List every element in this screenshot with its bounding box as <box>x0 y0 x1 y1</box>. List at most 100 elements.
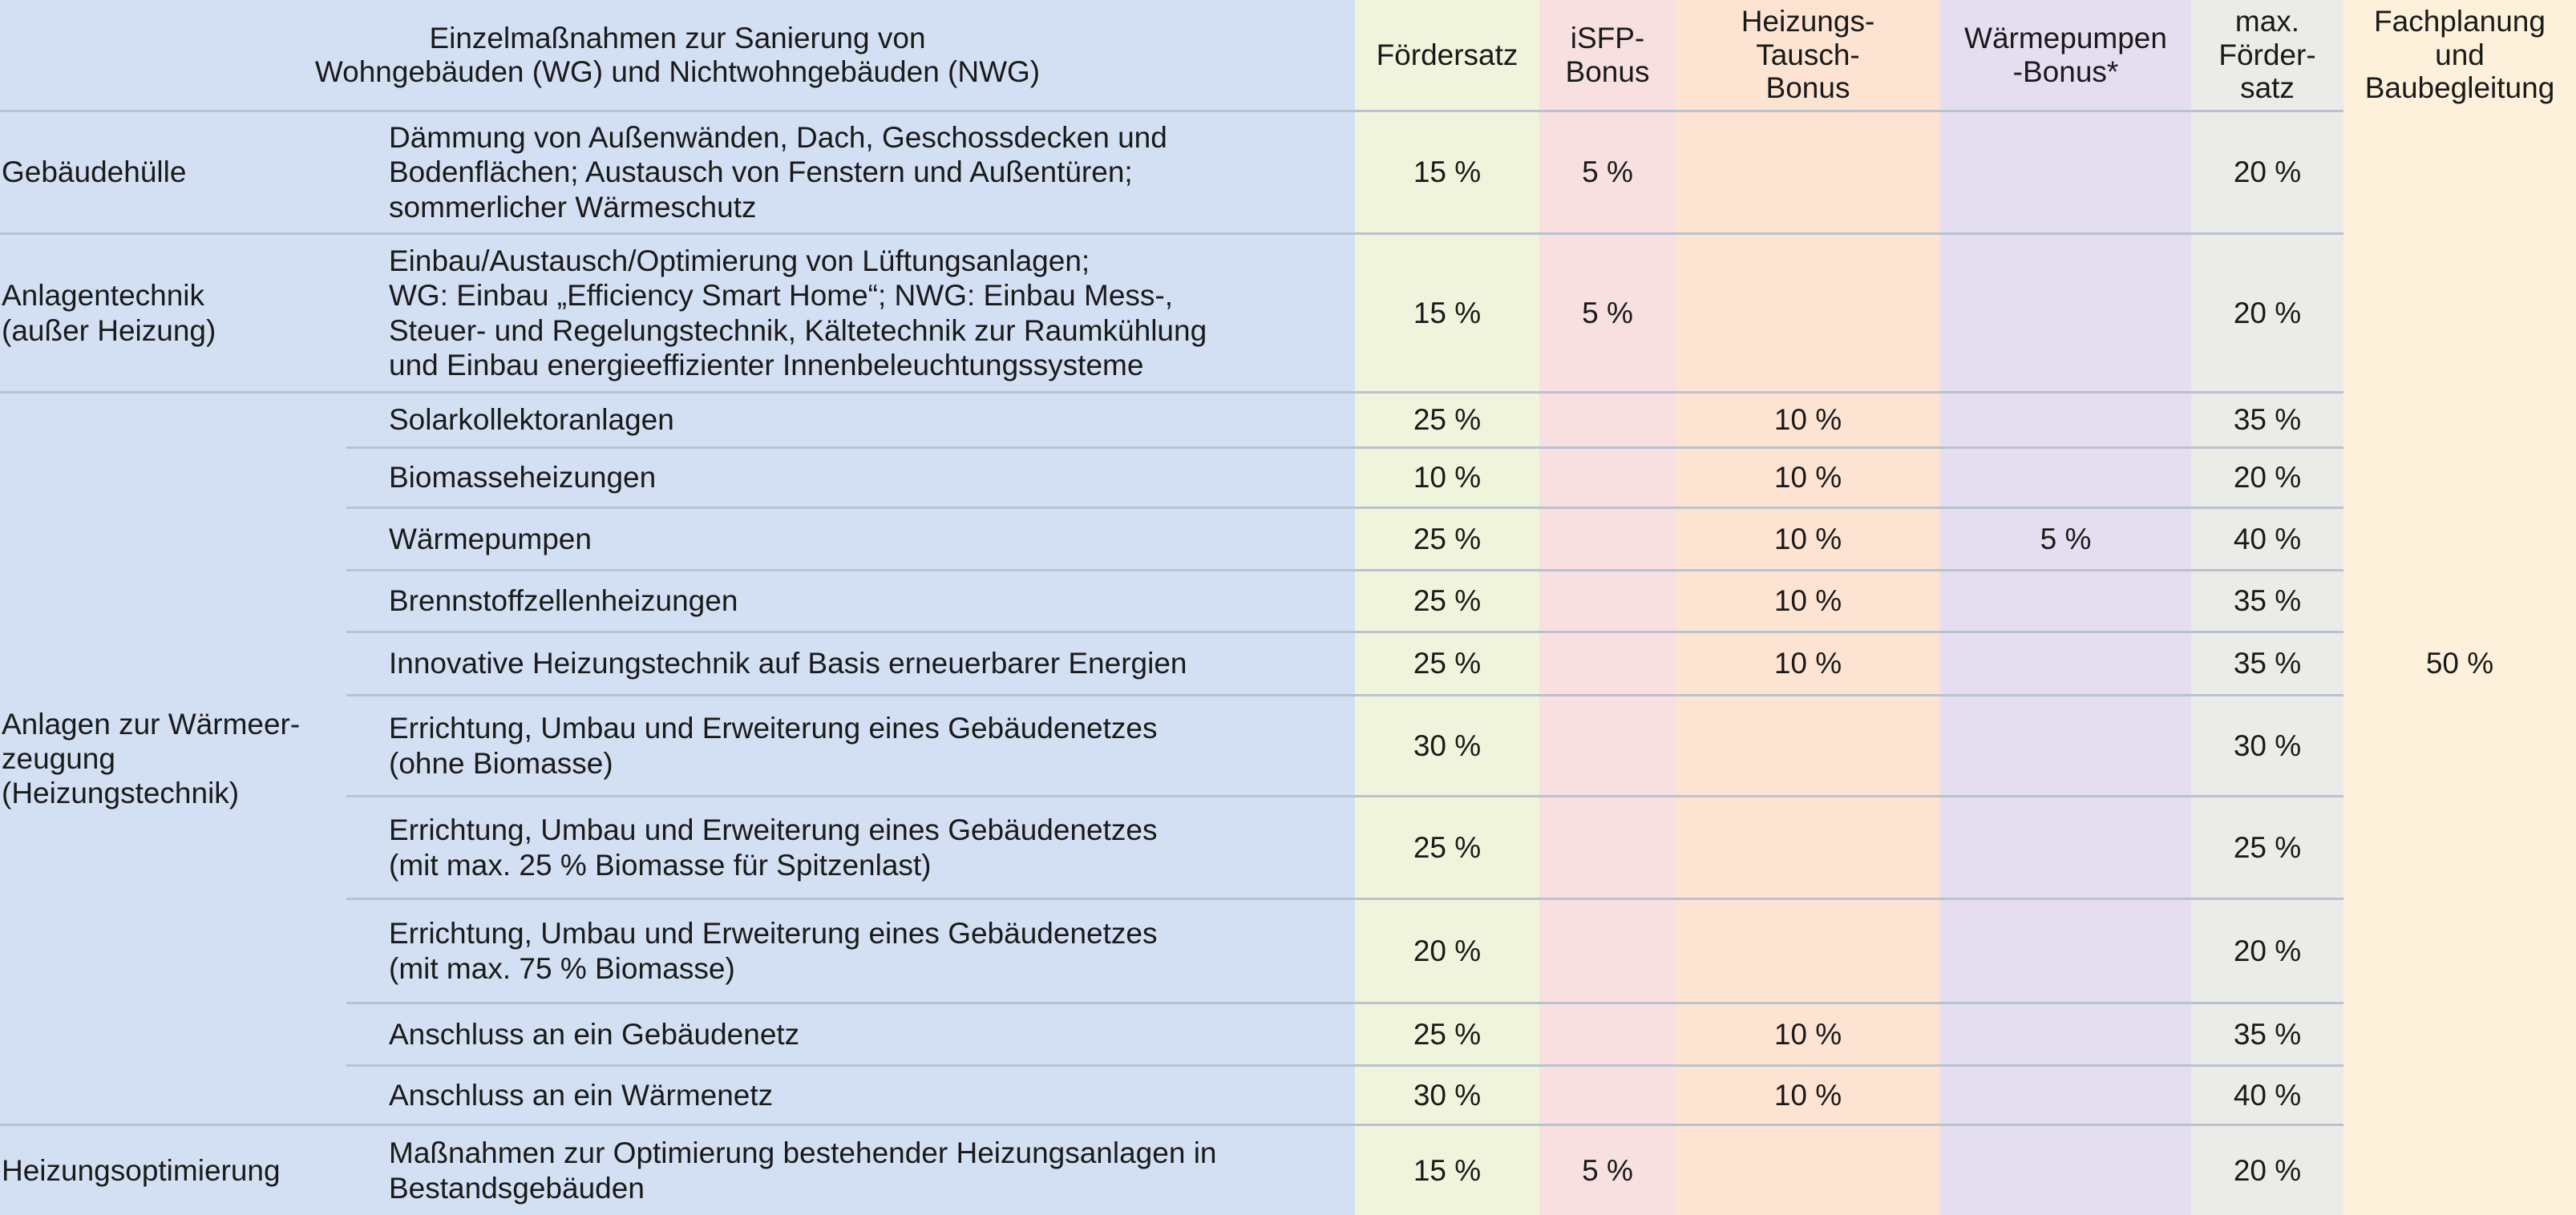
foerdersatz-value: 15 % <box>1413 296 1482 329</box>
row-divider <box>346 631 2343 633</box>
header-heizungs-tausch-bonus: Heizungs- Tausch- Bonus <box>1741 4 1875 105</box>
waermepumpen-value <box>1940 394 2191 446</box>
foerdersatz-value: 25 % <box>1413 647 1482 680</box>
row-divider <box>346 569 2343 571</box>
isfp-value <box>1539 509 1676 569</box>
row-divider <box>346 694 2343 696</box>
waermepumpen-value <box>1940 235 2191 391</box>
row-divider <box>0 110 2343 112</box>
max-value: 20 % <box>2233 461 2302 494</box>
foerdersatz-column-bg <box>1355 0 1539 1215</box>
isfp-value <box>1539 633 1676 694</box>
measure-label: Dämmung von Außenwänden, Dach, Geschossd… <box>389 121 1167 224</box>
max-value: 20 % <box>2233 155 2302 189</box>
isfp-value <box>1539 449 1676 507</box>
header-fachplanung: Fachplanung und Baubegleitung <box>2364 4 2555 105</box>
max-column-bg <box>2191 0 2343 1215</box>
max-value: 30 % <box>2233 729 2302 762</box>
tausch-value <box>1676 797 1940 898</box>
measure-label: Errichtung, Umbau und Erweiterung eines … <box>389 712 1158 780</box>
tausch-value <box>1676 900 1940 1002</box>
isfp-value <box>1539 394 1676 446</box>
waermepumpen-value <box>1940 633 2191 694</box>
tausch-value: 10 % <box>1773 1078 1842 1112</box>
measure-label: Maßnahmen zur Optimierung bestehender He… <box>389 1136 1217 1205</box>
measure-label: Innovative Heizungstechnik auf Basis ern… <box>389 647 1187 680</box>
foerdersatz-value: 15 % <box>1413 1153 1482 1187</box>
max-value: 40 % <box>2233 522 2302 555</box>
foerdersatz-value: 15 % <box>1413 155 1482 189</box>
max-value: 35 % <box>2233 1017 2302 1051</box>
measure-label: Anschluss an ein Wärmenetz <box>389 1078 774 1112</box>
waermepumpen-column-bg <box>1940 0 2191 1215</box>
max-value: 35 % <box>2233 647 2302 680</box>
header-max-foerdersatz: max. Förder- satz <box>2218 4 2316 105</box>
foerdersatz-value: 30 % <box>1413 729 1482 762</box>
isfp-value <box>1539 696 1676 795</box>
isfp-value <box>1539 900 1676 1002</box>
waermepumpen-value <box>1940 1004 2191 1064</box>
row-divider <box>346 446 2343 449</box>
tausch-value <box>1676 696 1940 795</box>
waermepumpen-value <box>1940 571 2191 631</box>
isfp-value: 5 % <box>1582 155 1633 189</box>
tausch-value <box>1676 1126 1940 1215</box>
isfp-column-bg <box>1539 0 1676 1215</box>
isfp-value <box>1539 1004 1676 1064</box>
category-waermeerzeugung: Anlagen zur Wärmeer- zeugung (Heizungste… <box>2 707 301 810</box>
row-divider <box>346 795 2343 797</box>
waermepumpen-value <box>1940 797 2191 898</box>
waermepumpen-value <box>1940 449 2191 507</box>
fachplanung-column-bg <box>2343 0 2576 1215</box>
foerdersatz-value: 25 % <box>1413 1017 1482 1051</box>
row-divider <box>346 898 2343 900</box>
foerdersatz-value: 20 % <box>1413 934 1482 967</box>
max-value: 20 % <box>2233 296 2302 329</box>
header-foerdersatz: Fördersatz <box>1376 38 1519 71</box>
waermepumpen-value <box>1940 112 2191 232</box>
foerdersatz-value: 30 % <box>1413 1078 1482 1112</box>
max-value: 35 % <box>2233 584 2302 618</box>
max-value: 20 % <box>2233 1153 2302 1187</box>
tausch-column-bg <box>1676 0 1940 1215</box>
measure-label: Errichtung, Umbau und Erweiterung eines … <box>389 813 1158 882</box>
tausch-value: 10 % <box>1773 1017 1842 1051</box>
foerdersatz-value: 10 % <box>1413 461 1482 494</box>
measure-label: Brennstoffzellenheizungen <box>389 584 738 618</box>
row-divider <box>0 1124 2343 1126</box>
tausch-value <box>1676 235 1940 391</box>
max-value: 25 % <box>2233 830 2302 864</box>
foerdersatz-value: 25 % <box>1413 584 1482 618</box>
measure-label: Einbau/Austausch/Optimierung von Lüftung… <box>389 244 1207 381</box>
foerdersatz-value: 25 % <box>1413 830 1482 864</box>
tausch-value: 10 % <box>1773 584 1842 618</box>
isfp-value <box>1539 797 1676 898</box>
row-divider <box>346 1002 2343 1004</box>
isfp-value <box>1539 571 1676 631</box>
row-divider <box>0 232 2343 235</box>
waermepumpen-value <box>1940 1067 2191 1124</box>
row-divider <box>346 507 2343 509</box>
header-title: Einzelmaßnahmen zur Sanierung von Wohnge… <box>314 21 1041 88</box>
foerdersatz-value: 25 % <box>1413 522 1482 555</box>
label-column-bg <box>0 0 1355 1215</box>
measure-label: Solarkollektoranlagen <box>389 403 674 437</box>
header-isfp-bonus: iSFP- Bonus <box>1565 21 1650 88</box>
measure-label: Errichtung, Umbau und Erweiterung eines … <box>389 917 1158 985</box>
header-waermepumpen-bonus: Wärmepumpen -Bonus* <box>1964 21 2167 88</box>
tausch-value <box>1676 112 1940 232</box>
category-heizungsoptimierung: Heizungsoptimierung <box>2 1153 281 1187</box>
tausch-value: 10 % <box>1773 403 1842 437</box>
max-value: 40 % <box>2233 1078 2302 1112</box>
isfp-value <box>1539 1067 1676 1124</box>
row-divider <box>346 1064 2343 1067</box>
measure-label: Anschluss an ein Gebäudenetz <box>389 1017 800 1051</box>
tausch-value: 10 % <box>1773 522 1842 555</box>
waermepumpen-value <box>1940 900 2191 1002</box>
isfp-value: 5 % <box>1582 1153 1633 1187</box>
measure-label: Wärmepumpen <box>389 522 592 555</box>
foerdersatz-value: 25 % <box>1413 403 1482 437</box>
waermepumpen-value <box>1940 696 2191 795</box>
category-gebaeudehuelle: Gebäudehülle <box>2 155 187 189</box>
